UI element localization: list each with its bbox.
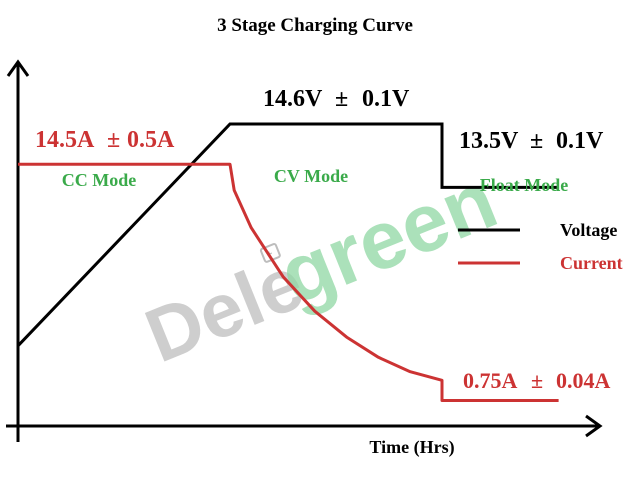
annotation-float-voltage: 13.5V ± 0.1V — [459, 128, 604, 154]
annotation-float-current: 0.75A ± 0.04A — [463, 368, 611, 393]
stage-label-cv: CV Mode — [274, 166, 348, 186]
voltage-series-line — [16, 122, 559, 347]
annotation-cv-voltage: 14.6V ± 0.1V — [263, 86, 410, 112]
annotation-float-voltage-plusminus: ± — [530, 128, 543, 154]
y-axis-arrow — [6, 59, 30, 77]
current-series-line — [18, 162, 559, 402]
annotation-cc-current-tolerance: 0.5A — [127, 127, 175, 153]
annotation-cv-voltage-tolerance: 0.1V — [362, 86, 410, 112]
legend-label-current: Current — [560, 253, 623, 273]
annotation-float-current-tolerance: 0.04A — [556, 368, 611, 393]
legend-label-voltage: Voltage — [560, 220, 617, 240]
annotation-cc-current: 14.5A ± 0.5A — [35, 127, 175, 153]
annotation-cc-current-plusminus: ± — [107, 127, 120, 153]
annotation-cc-current-value: 14.5A — [35, 127, 95, 153]
x-axis-label: Time (Hrs) — [369, 437, 454, 458]
annotation-float-current-plusminus: ± — [531, 368, 543, 393]
stage-label-float: Float Mode — [480, 175, 568, 195]
legend: Voltage Current — [458, 220, 623, 273]
x-axis-arrow — [585, 414, 603, 438]
stage-label-cc: CC Mode — [62, 170, 137, 190]
annotation-float-current-value: 0.75A — [463, 368, 518, 393]
chart-title: 3 Stage Charging Curve — [217, 15, 413, 36]
annotation-cv-voltage-plusminus: ± — [335, 86, 348, 112]
annotation-float-voltage-tolerance: 0.1V — [556, 128, 604, 154]
annotation-float-voltage-value: 13.5V — [459, 128, 519, 154]
annotation-cv-voltage-value: 14.6V — [263, 86, 323, 112]
axes — [6, 59, 603, 442]
